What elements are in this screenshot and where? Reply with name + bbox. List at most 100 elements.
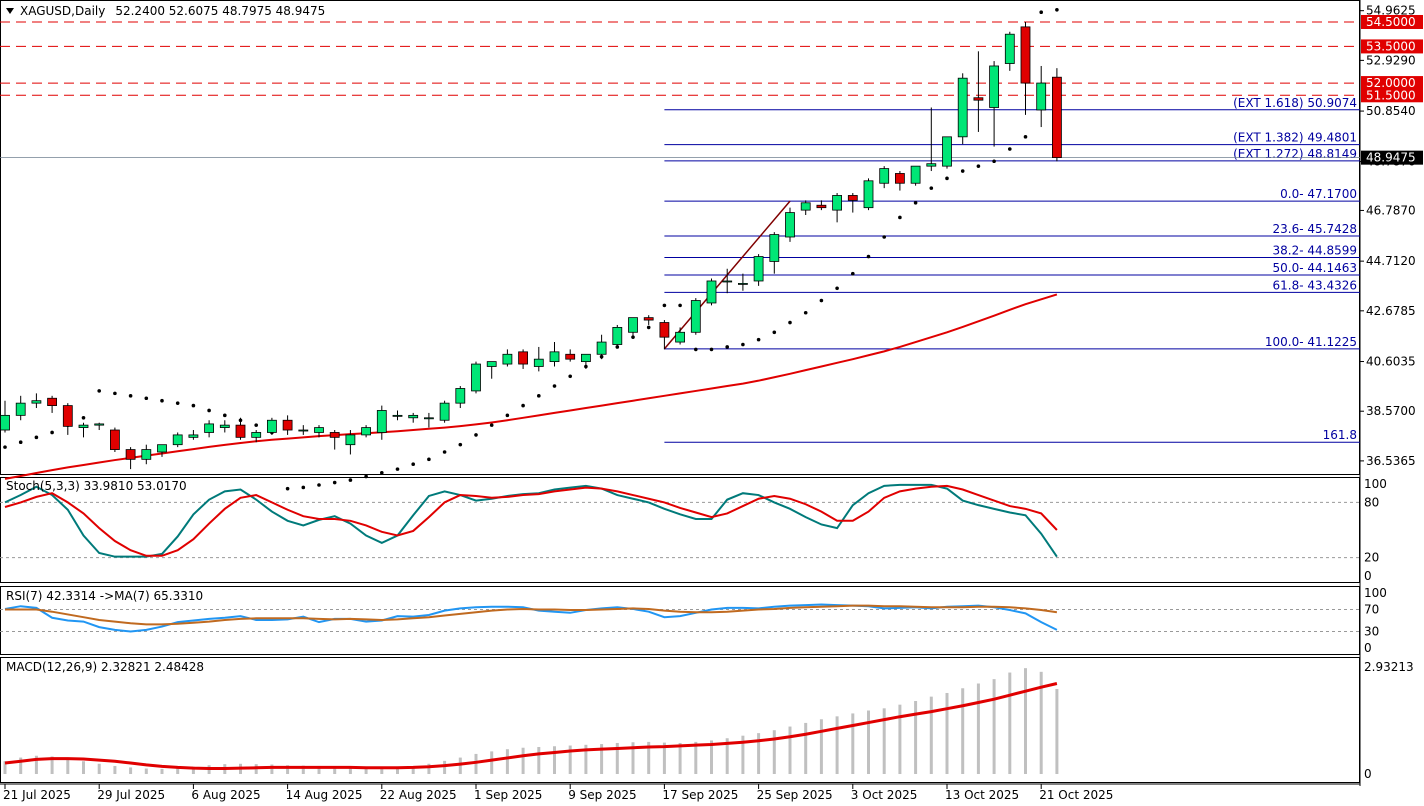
candle-body — [549, 351, 560, 363]
level-price-label: 54.5000 — [1366, 15, 1416, 29]
candle-body — [251, 432, 262, 438]
psar-dot — [913, 200, 918, 205]
date-label: 13 Oct 2025 — [945, 788, 1019, 802]
price-tick-label: 42.6785 — [1366, 304, 1416, 318]
macd-histogram-bar — [961, 688, 965, 774]
macd-histogram-bar — [710, 740, 713, 774]
macd-histogram-bar — [34, 755, 38, 774]
macd-histogram-bar — [976, 683, 980, 774]
fib-level-label: (EXT 1.618) 50.9074 — [1233, 96, 1357, 110]
price-tick-label: 54.9625 — [1366, 4, 1416, 18]
candle-body — [31, 400, 42, 404]
macd-histogram-bar — [270, 764, 274, 774]
candle-body — [612, 327, 623, 345]
candle-body — [62, 405, 73, 427]
psar-dot — [1023, 135, 1028, 139]
date-label: 29 Jul 2025 — [97, 788, 165, 802]
price-tick-label: 50.8540 — [1366, 104, 1416, 118]
macd-histogram-bar — [1055, 688, 1059, 774]
psar-dot — [97, 389, 101, 393]
fib-level-label: (EXT 1.272) 48.8149 — [1233, 147, 1357, 161]
candle-body — [314, 427, 324, 433]
date-label: 21 Jul 2025 — [3, 788, 71, 802]
macd-histogram-bar — [867, 710, 870, 774]
candle-body — [706, 280, 717, 304]
candle-body — [659, 322, 670, 338]
candle-body — [78, 424, 89, 428]
psar-dot — [442, 450, 447, 454]
macd-histogram-bar — [113, 765, 117, 774]
psar-dot — [427, 457, 431, 462]
rsi-axis-label: 70 — [1364, 603, 1379, 617]
rsi-axis-label: 0 — [1364, 641, 1372, 655]
psar-dot — [521, 403, 525, 408]
candle-body — [690, 300, 701, 333]
macd-histogram-bar — [427, 763, 431, 774]
macd-histogram-bar — [490, 751, 494, 774]
psar-dot — [709, 347, 714, 352]
psar-dot — [1039, 10, 1043, 15]
psar-dot — [144, 396, 149, 401]
psar-dot — [960, 169, 965, 173]
macd-histogram-bar — [19, 757, 23, 774]
macd-histogram-bar — [819, 719, 823, 774]
macd-histogram-bar — [443, 760, 447, 774]
macd-histogram-bar — [411, 765, 415, 774]
current-price-box — [1361, 150, 1423, 165]
candle-body — [235, 424, 246, 438]
level-price-label: 52.0000 — [1366, 76, 1416, 90]
candle-body — [581, 353, 591, 363]
collapse-triangle-icon[interactable] — [6, 8, 14, 14]
candle-body — [94, 423, 105, 426]
psar-dot — [160, 398, 164, 403]
psar-dot — [223, 413, 227, 418]
candle-body — [157, 444, 167, 453]
candle-body — [110, 429, 120, 450]
date-label: 22 Aug 2025 — [380, 788, 457, 802]
date-label: 21 Oct 2025 — [1039, 788, 1113, 802]
candle-body — [329, 432, 340, 438]
candle-body — [926, 163, 937, 167]
candle-body — [125, 449, 136, 460]
psar-dot — [1055, 7, 1059, 12]
candle-body — [439, 402, 450, 421]
candle-body — [423, 417, 434, 420]
macd-histogram-bar — [1008, 672, 1012, 774]
psar-dot — [50, 430, 54, 435]
psar-dot — [301, 485, 306, 490]
macd-histogram-bar — [521, 747, 525, 774]
date-label: 25 Sep 2025 — [757, 788, 833, 802]
date-label: 9 Sep 2025 — [568, 788, 636, 802]
macd-histogram-bar — [882, 708, 886, 774]
macd-histogram-bar — [553, 746, 556, 774]
candle-body — [47, 397, 57, 406]
macd-histogram-bar — [992, 679, 996, 774]
price-tick-label: 52.9290 — [1366, 53, 1416, 67]
psar-dot — [348, 478, 353, 482]
stoch-axis-label: 20 — [1364, 551, 1379, 565]
stoch-main-line — [4, 483, 1058, 558]
macd-histogram-bar — [694, 741, 698, 774]
stoch-axis-label: 100 — [1364, 477, 1387, 491]
candle-body — [345, 434, 356, 446]
psar-dot — [175, 401, 180, 405]
psar-dot — [191, 403, 196, 408]
fib-level-label: 61.8- 43.4326 — [1273, 278, 1358, 292]
candle-body — [392, 414, 403, 417]
candle-body — [471, 363, 481, 392]
ohlc-values: 52.2400 52.6075 48.7975 48.9475 — [115, 4, 326, 18]
macd-histogram-bar — [678, 742, 682, 774]
candle-body — [188, 434, 199, 438]
candle-body — [533, 358, 544, 367]
macd-axis-label: 0 — [1364, 767, 1372, 781]
candle-body — [800, 202, 811, 211]
psar-dot — [18, 440, 23, 445]
psar-dot — [678, 303, 682, 308]
psar-dot — [113, 391, 117, 396]
psar-dot — [662, 303, 667, 308]
price-tick-label: 44.7120 — [1366, 254, 1416, 268]
psar-dot — [568, 374, 572, 379]
candle-body — [816, 204, 827, 209]
candle-body — [1004, 33, 1015, 64]
